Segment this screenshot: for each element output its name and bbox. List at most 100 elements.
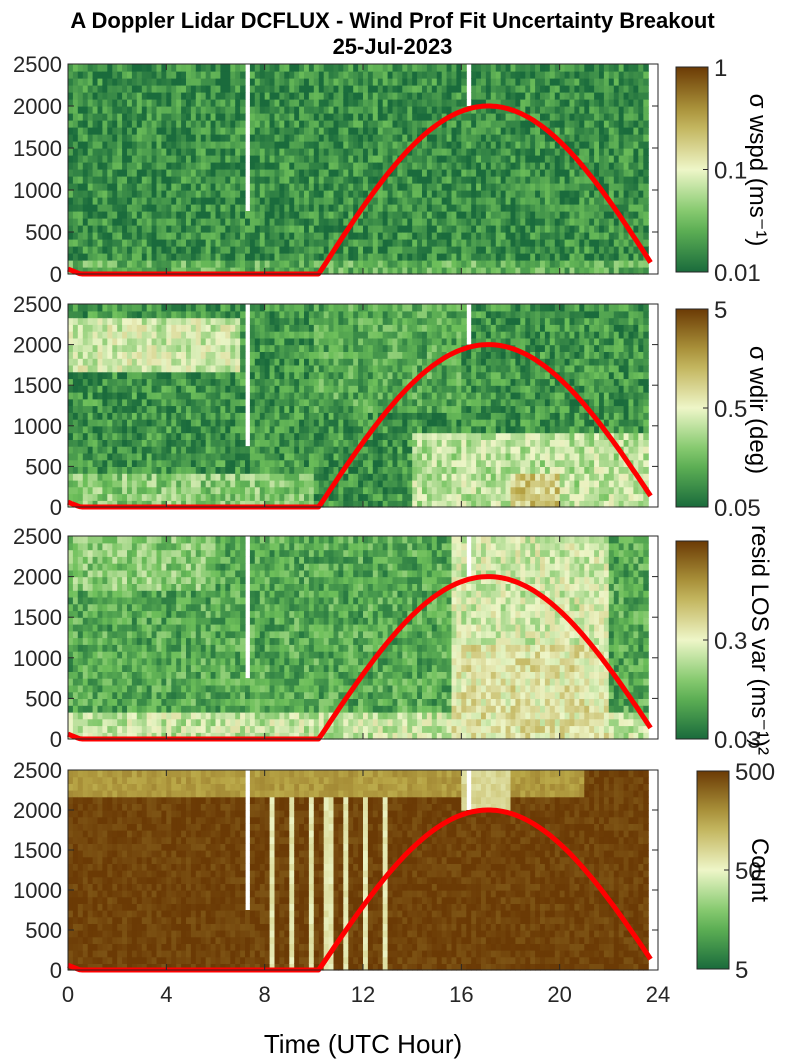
heatmap-cell (500, 120, 507, 128)
heatmap-cell (426, 71, 433, 79)
heatmap-cell (353, 176, 359, 184)
heatmap-cell (367, 92, 374, 100)
heatmap-cell (520, 64, 526, 72)
heatmap-cell (146, 218, 153, 226)
heatmap-cell (461, 246, 467, 254)
heatmap-cell (540, 127, 546, 135)
heatmap-cell (525, 246, 531, 254)
heatmap-cell (584, 239, 590, 247)
heatmap-cell (215, 246, 221, 254)
heatmap-cell (225, 398, 231, 407)
heatmap-cell (353, 232, 359, 240)
heatmap-cell (466, 239, 472, 247)
heatmap-cell (608, 162, 615, 170)
heatmap-cell (559, 190, 566, 198)
heatmap-cell (608, 71, 615, 79)
heatmap-cell (122, 486, 128, 495)
heatmap-cell (190, 176, 197, 184)
heatmap-cell (107, 479, 113, 488)
heatmap-cell (156, 190, 162, 198)
heatmap-cell (259, 267, 266, 275)
heatmap-cell (461, 253, 467, 261)
heatmap-cell (323, 267, 330, 275)
heatmap-cell (166, 439, 172, 447)
heatmap-cell (574, 162, 580, 170)
heatmap-cell (131, 331, 138, 339)
heatmap-cell (446, 204, 453, 212)
heatmap-cell (412, 225, 418, 233)
heatmap-cell (279, 211, 285, 219)
heatmap-cell (269, 500, 276, 508)
heatmap-cell (525, 141, 531, 149)
heatmap-cell (195, 405, 202, 413)
heatmap-cell (392, 134, 398, 142)
heatmap-cell (205, 398, 212, 407)
heatmap-cell (220, 85, 226, 93)
heatmap-cell (456, 176, 462, 184)
heatmap-cell (594, 85, 600, 93)
heatmap-cell (397, 267, 403, 275)
heatmap-cell (490, 232, 497, 240)
heatmap-cell (274, 204, 280, 212)
heatmap-cell (500, 183, 507, 191)
heatmap-cell (176, 452, 182, 461)
heatmap-cell (205, 155, 212, 163)
heatmap-cell (515, 176, 521, 184)
heatmap-cell (122, 162, 128, 170)
heatmap-cell (422, 232, 428, 240)
heatmap-cell (171, 183, 177, 191)
heatmap-cell (131, 162, 138, 170)
heatmap-cell (112, 351, 118, 359)
heatmap-cell (279, 155, 285, 163)
heatmap-cell (68, 351, 74, 359)
heatmap-cell (151, 344, 158, 352)
heatmap-cell (392, 78, 398, 86)
heatmap-cell (166, 232, 172, 240)
heatmap-cell (299, 176, 305, 184)
heatmap-cell (127, 473, 133, 481)
heatmap-cell (299, 317, 305, 325)
heatmap-cell (200, 500, 207, 508)
heatmap-cell (205, 169, 212, 177)
heatmap-cell (171, 113, 177, 121)
heatmap-cell (112, 169, 118, 177)
heatmap-cell (161, 473, 167, 481)
heatmap-cell (392, 99, 398, 107)
heatmap-cell (372, 253, 379, 261)
heatmap-cell (92, 439, 99, 447)
heatmap-cell (176, 371, 182, 380)
heatmap-cell (456, 113, 462, 121)
heatmap-cell (220, 432, 226, 440)
heatmap-cell (505, 225, 512, 233)
heatmap-cell (127, 331, 133, 339)
heatmap-cell (166, 337, 172, 346)
heatmap-cell (166, 71, 172, 79)
heatmap-cell (235, 211, 241, 219)
heatmap-cell (77, 486, 84, 495)
heatmap-cell (136, 134, 143, 142)
heatmap-cell (102, 459, 108, 467)
heatmap-cell (97, 385, 103, 393)
heatmap-cell (564, 204, 571, 212)
heatmap-cell (274, 239, 280, 247)
heatmap-cell (225, 392, 231, 400)
heatmap-cell (456, 211, 462, 219)
heatmap-cell (540, 162, 546, 170)
heatmap-cell (131, 479, 138, 488)
heatmap-cell (554, 225, 561, 233)
heatmap-cell (279, 267, 285, 275)
heatmap-cell (82, 225, 89, 233)
heatmap-cell (181, 113, 187, 121)
heatmap-cell (417, 148, 423, 156)
heatmap-cell (323, 85, 330, 93)
heatmap-cell (269, 466, 276, 474)
heatmap-cell (323, 78, 330, 86)
heatmap-cell (171, 169, 177, 177)
heatmap-cell (613, 134, 620, 142)
heatmap-cell (412, 204, 418, 212)
heatmap-cell (151, 419, 158, 427)
heatmap-cell (141, 378, 148, 386)
heatmap-cell (205, 385, 212, 393)
heatmap-cell (220, 78, 226, 86)
heatmap-cell (289, 500, 295, 508)
